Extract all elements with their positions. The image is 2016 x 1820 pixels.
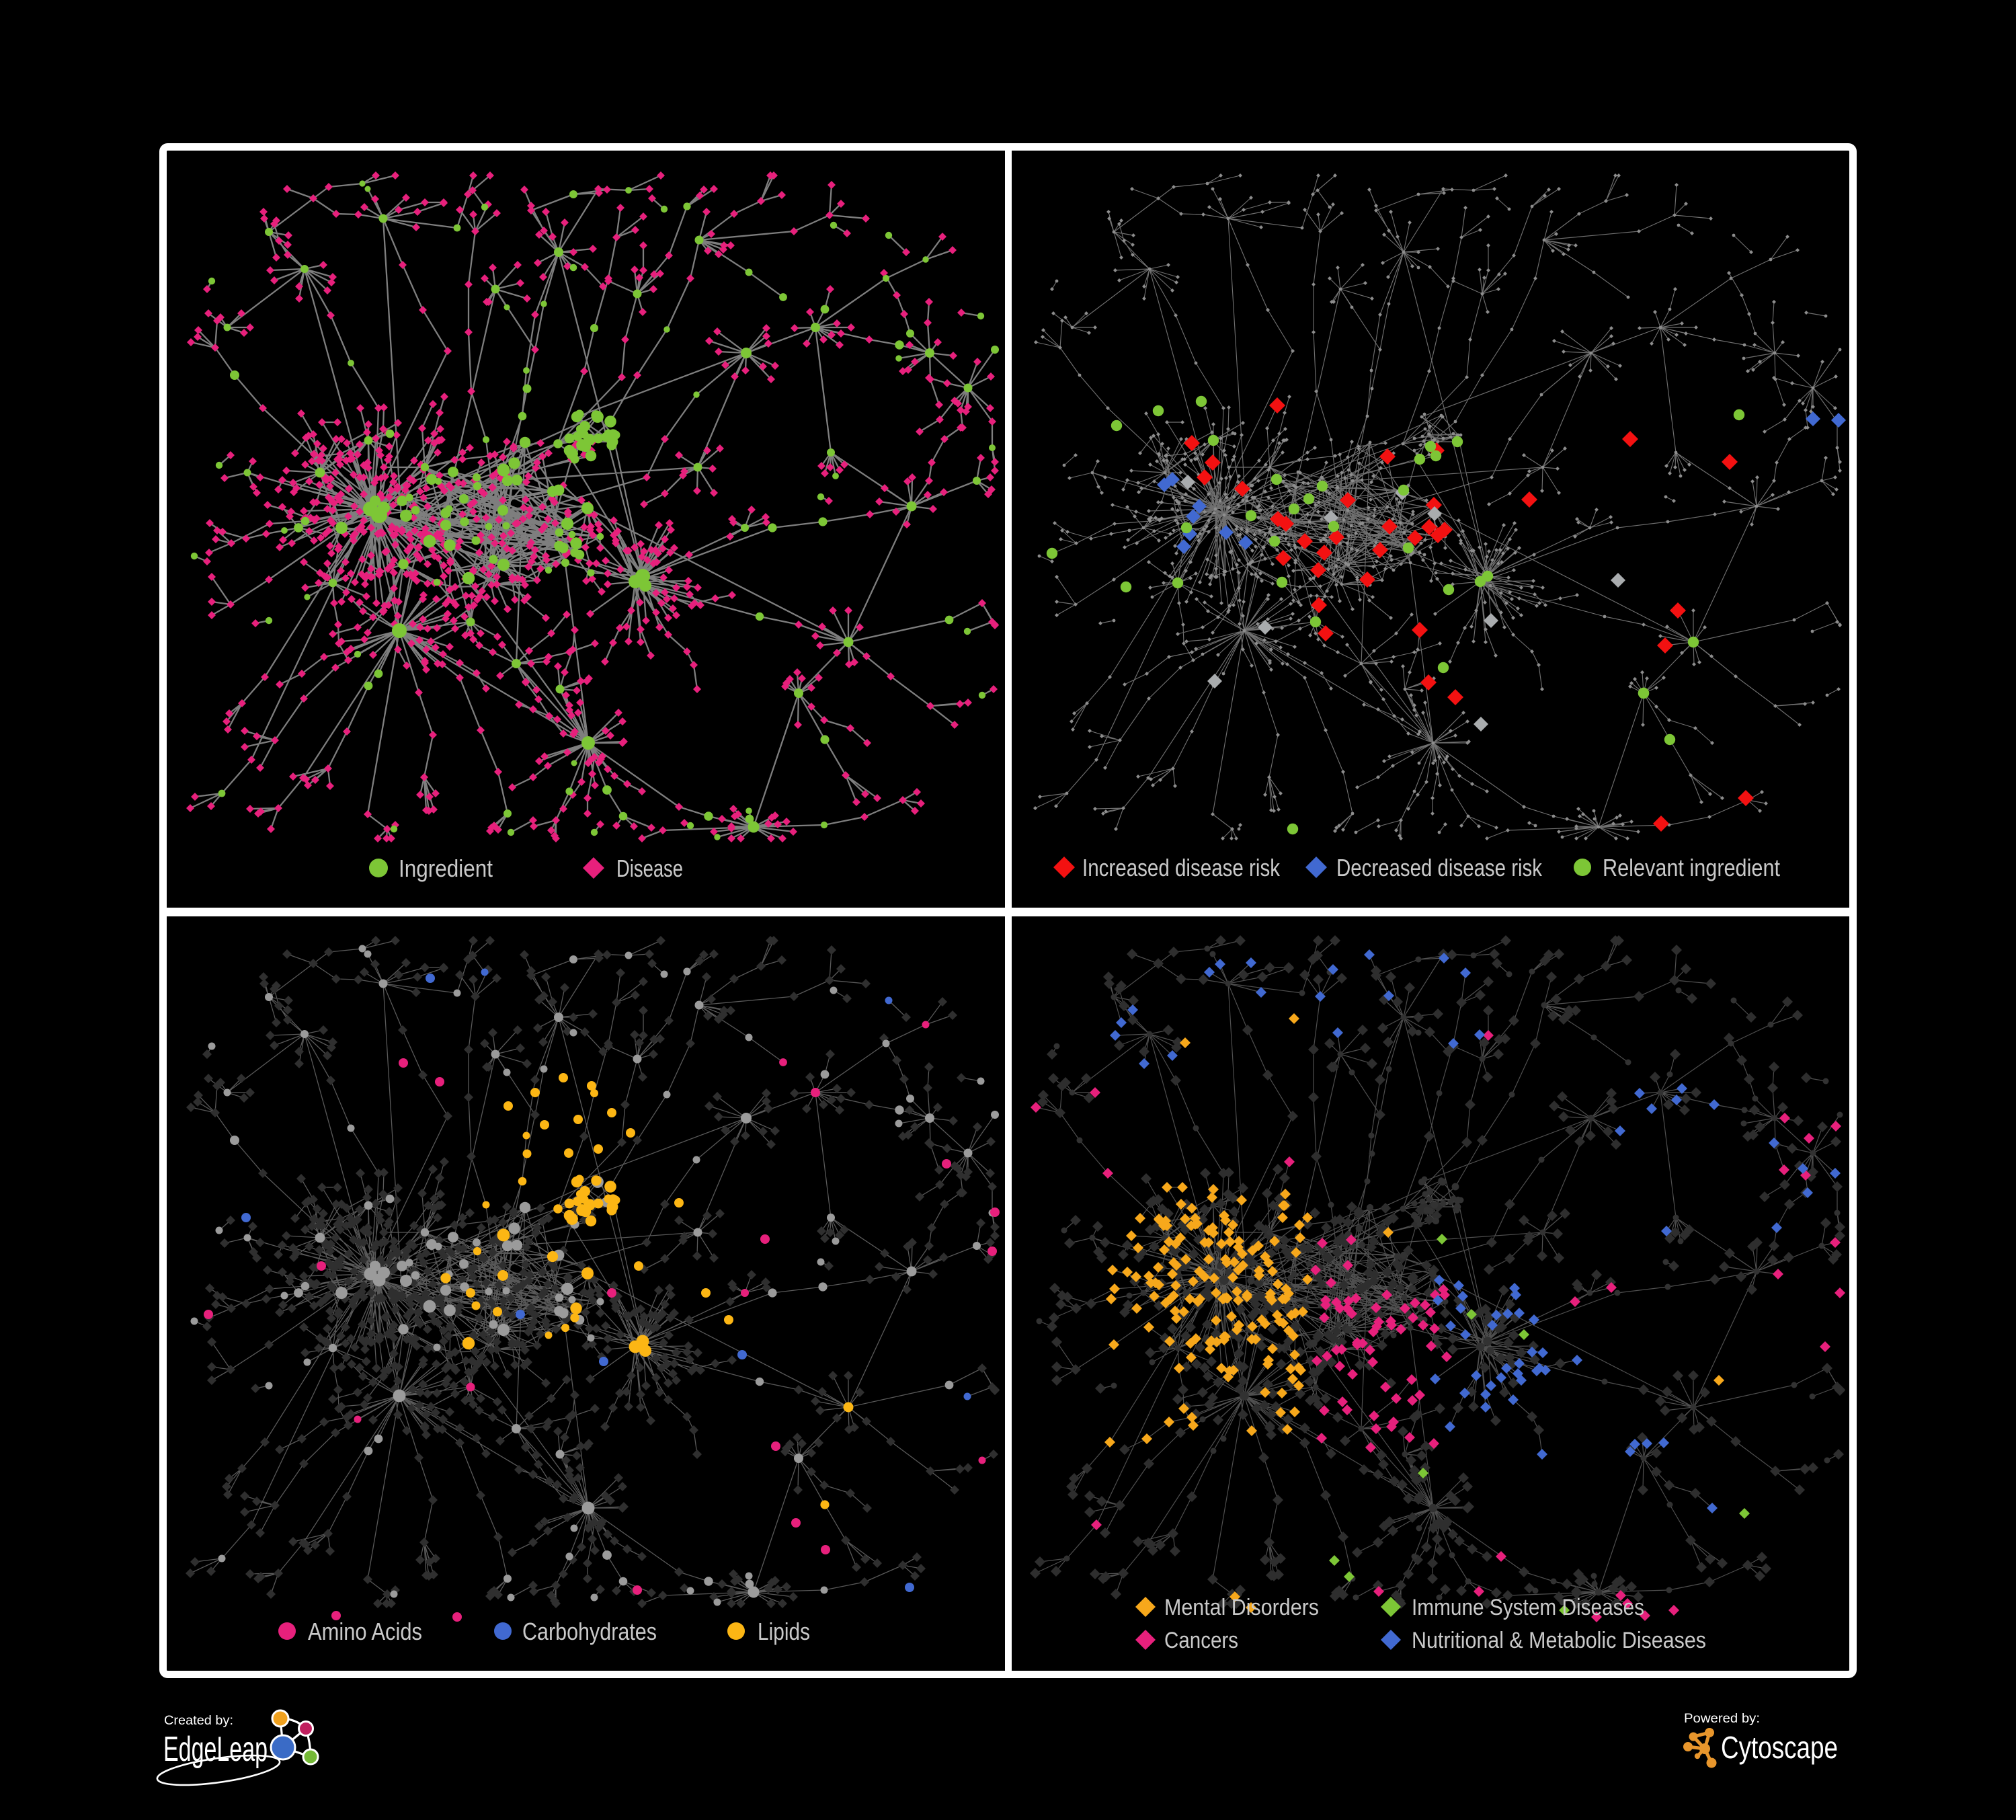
svg-text:Lipids: Lipids (758, 1618, 810, 1645)
svg-text:Cytoscape: Cytoscape (1721, 1730, 1838, 1765)
svg-text:Created by:: Created by: (164, 1714, 233, 1728)
svg-text:Ingredient: Ingredient (399, 855, 493, 882)
svg-text:Increased disease risk: Increased disease risk (1082, 854, 1281, 881)
svg-text:EdgeLeap: EdgeLeap (163, 1730, 268, 1769)
svg-text:Nutritional & Metabolic Diseas: Nutritional & Metabolic Diseases (1412, 1628, 1706, 1653)
svg-text:Disease: Disease (616, 855, 683, 882)
svg-text:Immune System Diseases: Immune System Diseases (1412, 1595, 1644, 1620)
svg-text:Cancers: Cancers (1164, 1628, 1238, 1653)
svg-text:Mental Disorders: Mental Disorders (1164, 1595, 1319, 1620)
svg-text:Carbohydrates: Carbohydrates (522, 1618, 657, 1645)
svg-text:Amino Acids: Amino Acids (308, 1618, 422, 1645)
svg-text:Decreased disease risk: Decreased disease risk (1336, 854, 1543, 881)
svg-text:Relevant ingredient: Relevant ingredient (1603, 854, 1780, 881)
svg-text:Powered by:: Powered by: (1684, 1712, 1760, 1726)
